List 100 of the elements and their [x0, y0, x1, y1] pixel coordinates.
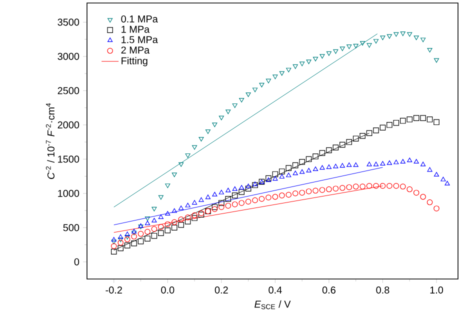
point: [226, 188, 231, 192]
point: [340, 185, 346, 191]
point: [386, 182, 392, 189]
legend-label: 1 MPa: [122, 26, 150, 33]
y-tick-label: 1500: [58, 156, 80, 163]
point: [138, 230, 144, 237]
point: [360, 132, 366, 139]
y-tick-label: 500: [63, 224, 80, 232]
point: [259, 82, 264, 88]
point: [426, 116, 433, 122]
point: [238, 200, 244, 206]
point: [158, 214, 164, 219]
point: [394, 32, 399, 37]
point: [144, 220, 150, 226]
x-tick-label: 0.6: [322, 286, 336, 294]
point: [158, 195, 164, 200]
point: [198, 137, 204, 142]
point: [212, 192, 218, 196]
point: [178, 162, 184, 167]
legend-label: Fitting: [122, 56, 148, 66]
x-tick-label: 0.0: [161, 286, 174, 294]
point: [258, 196, 265, 202]
point: [373, 127, 379, 134]
point: [413, 115, 420, 121]
point: [272, 176, 278, 181]
point: [400, 158, 406, 164]
point: [407, 32, 412, 37]
point: [171, 219, 178, 226]
point: [320, 54, 325, 59]
point: [386, 160, 392, 165]
point: [340, 142, 346, 148]
point: [239, 185, 244, 190]
point: [131, 234, 137, 240]
point: [152, 218, 157, 222]
point: [286, 192, 292, 198]
point: [340, 163, 345, 168]
point: [279, 168, 285, 174]
point: [400, 32, 406, 36]
point: [246, 92, 251, 97]
point: [434, 58, 440, 63]
point: [300, 62, 305, 66]
point: [326, 147, 332, 154]
point: [426, 199, 433, 206]
legend-label: 1.5 MPa: [122, 36, 158, 44]
point: [312, 154, 318, 160]
point: [326, 164, 332, 169]
point: [178, 216, 184, 222]
point: [232, 201, 238, 208]
point: [373, 162, 379, 166]
point: [346, 184, 352, 190]
point: [172, 208, 177, 213]
point: [184, 214, 191, 220]
point: [118, 240, 124, 246]
point: [266, 78, 272, 84]
point: [131, 240, 137, 246]
point: [320, 165, 325, 170]
point: [407, 158, 412, 162]
point: [172, 172, 177, 178]
point: [185, 202, 190, 208]
y-tick-label: 2500: [58, 87, 80, 94]
point: [239, 98, 244, 102]
point: [158, 224, 164, 230]
legend-label: 2 MPa: [121, 46, 150, 54]
point: [427, 48, 432, 52]
point: [165, 184, 170, 188]
point: [393, 120, 400, 126]
point: [246, 184, 251, 188]
point: [110, 243, 117, 250]
x-tick-label: -0.2: [106, 286, 122, 294]
x-tick-label: 0.4: [268, 286, 282, 294]
point: [434, 172, 440, 176]
point: [400, 184, 406, 190]
point: [111, 237, 116, 242]
point: [138, 238, 144, 244]
point: [286, 68, 292, 72]
point: [192, 212, 198, 218]
point: [158, 230, 164, 236]
point: [232, 186, 238, 191]
point: [164, 221, 171, 228]
point: [124, 236, 130, 242]
y-tick-label: 1000: [58, 190, 80, 197]
point: [332, 186, 339, 192]
point: [333, 49, 338, 54]
point: [353, 44, 358, 48]
y-tick-label: 3500: [58, 18, 80, 26]
point: [346, 139, 352, 145]
point: [292, 170, 298, 176]
point: [434, 119, 440, 126]
point: [111, 240, 116, 244]
point: [444, 180, 450, 186]
point: [192, 200, 198, 205]
point: [366, 43, 372, 48]
point: [312, 188, 318, 194]
point: [360, 184, 366, 190]
point: [185, 153, 190, 158]
point: [192, 215, 198, 221]
point: [144, 216, 150, 221]
point: [279, 174, 284, 179]
point: [144, 228, 150, 235]
point: [386, 122, 392, 128]
